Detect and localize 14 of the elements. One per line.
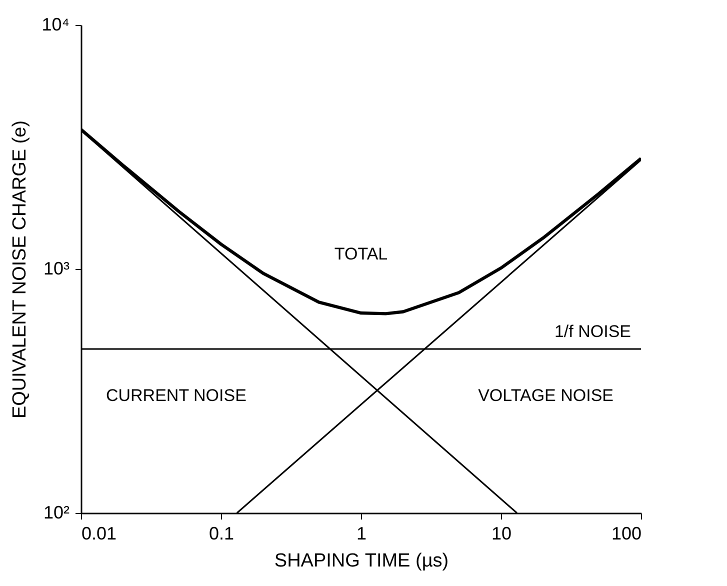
x-tick-label: 0.1 [208,524,234,544]
annotation: TOTAL [334,244,388,264]
y-axis-title: EQUIVALENT NOISE CHARGE (e) [10,120,31,419]
x-tick-label: 1 [356,524,367,544]
x-tick-label: 100 [611,524,642,544]
ref-line-label: 1/f NOISE [554,322,631,342]
annotation: CURRENT NOISE [106,386,246,405]
x-axis-title: SHAPING TIME (µs) [274,550,449,572]
x-tick-label: 10 [491,524,512,544]
y-tick-label: 10³ [43,258,70,278]
y-tick-label: 10² [43,502,70,522]
annotation: VOLTAGE NOISE [478,386,614,405]
y-tick-label: 10⁴ [42,14,70,34]
x-tick-label: 0.01 [82,524,117,544]
